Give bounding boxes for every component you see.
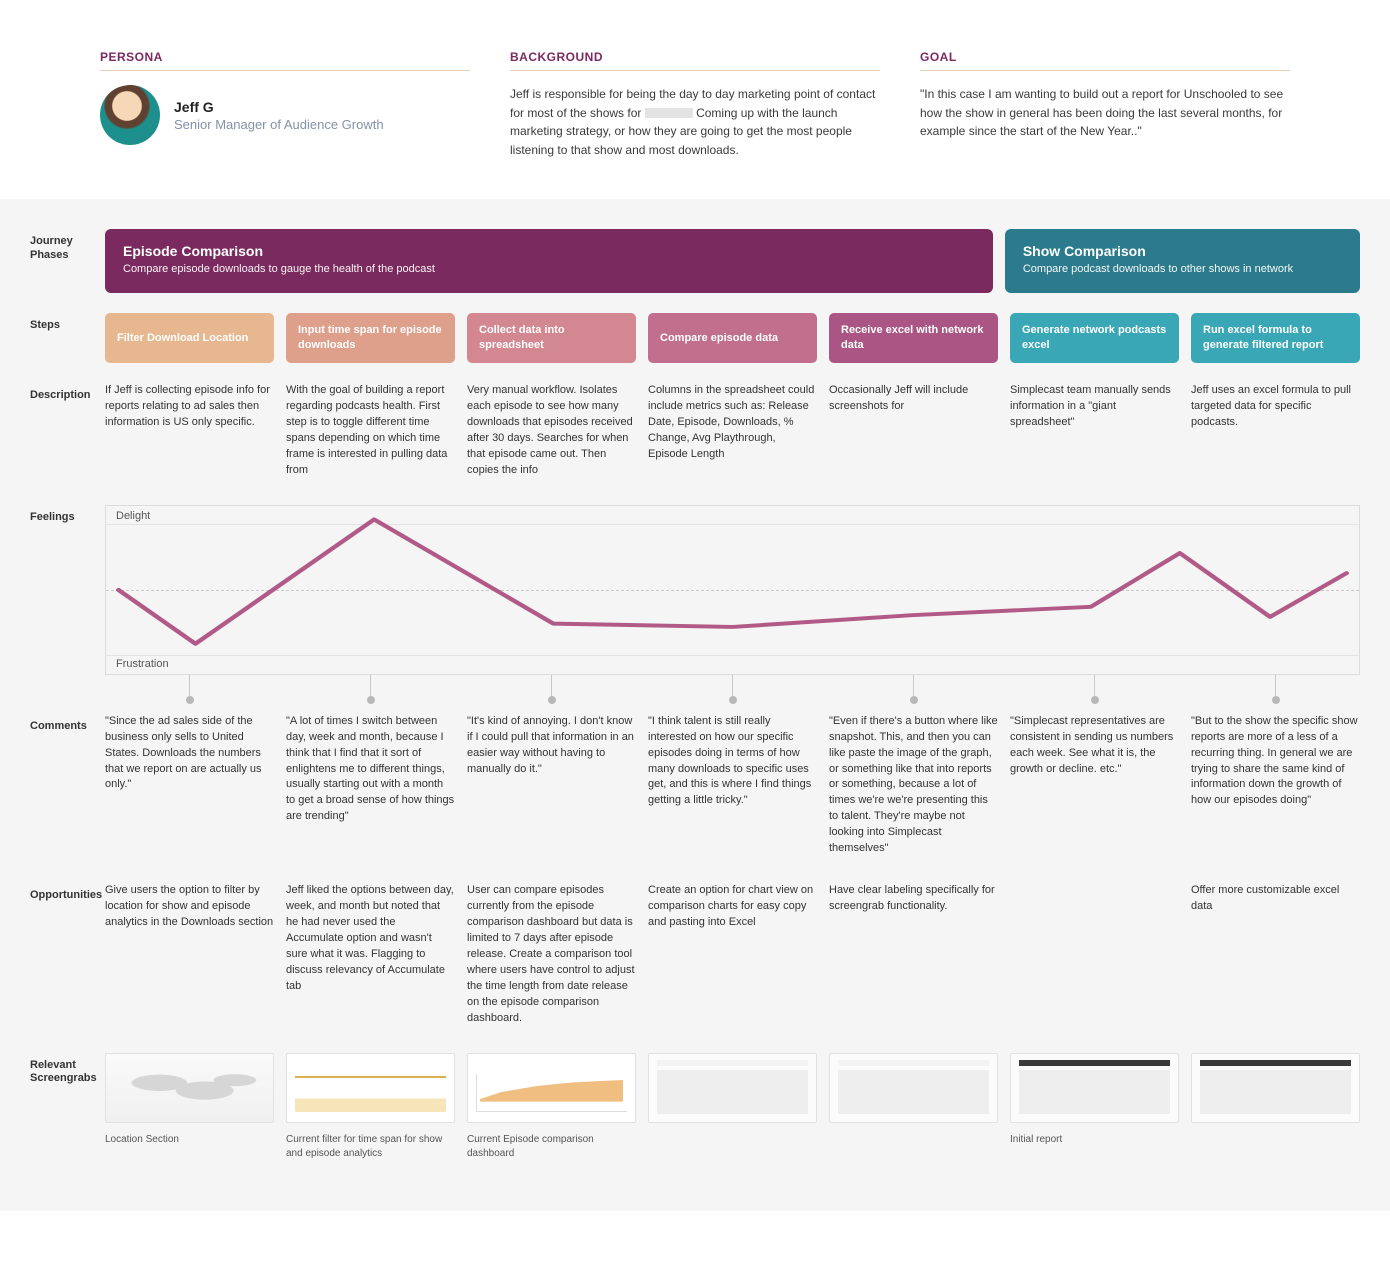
row-label-steps: Steps (30, 313, 105, 333)
divider (920, 70, 1290, 71)
screengrab-thumb-0 (105, 1053, 274, 1123)
comment-3: "I think talent is still really interest… (648, 714, 817, 857)
feelings-marker-3 (648, 674, 817, 704)
phase-episode-comparison: Episode Comparison Compare episode downl… (105, 229, 993, 293)
row-label-screengrabs: Relevant Screengrabs (30, 1053, 105, 1087)
phase-b-sub: Compare podcast downloads to other shows… (1023, 263, 1342, 275)
comment-1: "A lot of times I switch between day, we… (286, 714, 455, 857)
persona-text: Jeff G Senior Manager of Audience Growth (174, 99, 384, 132)
screengrabs-row: Location Section Current filter for time … (105, 1053, 1360, 1161)
background-text: Jeff is responsible for being the day to… (510, 85, 880, 159)
description-row: If Jeff is collecting episode info for r… (105, 383, 1360, 479)
divider (100, 70, 470, 71)
journey-canvas: Journey Phases Episode Comparison Compar… (0, 199, 1390, 1210)
screengrab-caption-2: Current Episode comparison dashboard (467, 1133, 636, 1161)
opportunity-3: Create an option for chart view on compa… (648, 883, 817, 1026)
comment-4: "Even if there's a button where like sna… (829, 714, 998, 857)
step-1: Input time span for episode downloads (286, 313, 455, 363)
persona-label: PERSONA (100, 50, 470, 64)
persona-col: PERSONA Jeff G Senior Manager of Audienc… (100, 50, 470, 159)
step-0: Filter Download Location (105, 313, 274, 363)
persona-title: Senior Manager of Audience Growth (174, 117, 384, 132)
opportunity-0: Give users the option to filter by locat… (105, 883, 274, 1026)
feelings-marker-5 (1010, 674, 1179, 704)
description-5: Simplecast team manually sends informati… (1010, 383, 1179, 479)
opportunity-1: Jeff liked the options between day, week… (286, 883, 455, 1026)
screengrab-1: Current filter for time span for show an… (286, 1053, 455, 1161)
screengrab-5: Initial report (1010, 1053, 1179, 1161)
phase-b-title: Show Comparison (1023, 243, 1342, 259)
feelings-marker-0 (105, 674, 274, 704)
step-4: Receive excel with network data (829, 313, 998, 363)
description-6: Jeff uses an excel formula to pull targe… (1191, 383, 1360, 479)
description-1: With the goal of building a report regar… (286, 383, 455, 479)
screengrab-thumb-3 (648, 1053, 817, 1123)
step-5: Generate network podcasts excel (1010, 313, 1179, 363)
comment-6: "But to the show the specific show repor… (1191, 714, 1360, 857)
screengrab-2: Current Episode comparison dashboard (467, 1053, 636, 1161)
feelings-chart: Delight Frustration (105, 505, 1360, 704)
screengrab-thumb-5 (1010, 1053, 1179, 1123)
screengrab-3 (648, 1053, 817, 1161)
phase-a-sub: Compare episode downloads to gauge the h… (123, 263, 975, 275)
feelings-marker-6 (1191, 674, 1360, 704)
feelings-marker-2 (467, 674, 636, 704)
row-label-feelings: Feelings (30, 505, 105, 525)
goal-label: GOAL (920, 50, 1290, 64)
screengrab-0: Location Section (105, 1053, 274, 1161)
description-2: Very manual workflow. Isolates each epis… (467, 383, 636, 479)
row-label-opportunities: Opportunities (30, 883, 105, 903)
opportunity-5 (1010, 883, 1179, 1026)
screengrab-caption-5: Initial report (1010, 1133, 1179, 1147)
row-label-comments: Comments (30, 714, 105, 734)
avatar (100, 85, 160, 145)
comment-5: "Simplecast representatives are consiste… (1010, 714, 1179, 857)
feelings-marker-4 (829, 674, 998, 704)
comment-2: "It's kind of annoying. I don't know if … (467, 714, 636, 857)
opportunity-4: Have clear labeling specifically for scr… (829, 883, 998, 1026)
comments-row: "Since the ad sales side of the business… (105, 714, 1360, 857)
opportunities-row: Give users the option to filter by locat… (105, 883, 1360, 1026)
screengrab-thumb-6 (1191, 1053, 1360, 1123)
feelings-line-svg (106, 506, 1359, 674)
journey-map: PERSONA Jeff G Senior Manager of Audienc… (0, 0, 1390, 1211)
description-0: If Jeff is collecting episode info for r… (105, 383, 274, 479)
phase-show-comparison: Show Comparison Compare podcast download… (1005, 229, 1360, 293)
goal-text: "In this case I am wanting to build out … (920, 85, 1290, 141)
steps-row: Filter Download LocationInput time span … (105, 313, 1360, 363)
feelings-marker-1 (286, 674, 455, 704)
step-6: Run excel formula to generate filtered r… (1191, 313, 1360, 363)
screengrab-thumb-2 (467, 1053, 636, 1123)
header: PERSONA Jeff G Senior Manager of Audienc… (0, 0, 1390, 199)
row-label-description: Description (30, 383, 105, 403)
description-4: Occasionally Jeff will include screensho… (829, 383, 998, 479)
screengrab-caption-1: Current filter for time span for show an… (286, 1133, 455, 1161)
screengrab-thumb-4 (829, 1053, 998, 1123)
description-3: Columns in the spreadsheet could include… (648, 383, 817, 479)
step-3: Compare episode data (648, 313, 817, 363)
divider (510, 70, 880, 71)
screengrab-6 (1191, 1053, 1360, 1161)
background-col: BACKGROUND Jeff is responsible for being… (510, 50, 880, 159)
screengrab-thumb-1 (286, 1053, 455, 1123)
goal-col: GOAL "In this case I am wanting to build… (920, 50, 1290, 159)
redacted-block (645, 108, 693, 118)
screengrab-4 (829, 1053, 998, 1161)
comment-0: "Since the ad sales side of the business… (105, 714, 274, 857)
screengrab-caption-0: Location Section (105, 1133, 274, 1147)
opportunity-2: User can compare episodes currently from… (467, 883, 636, 1026)
step-2: Collect data into spreadsheet (467, 313, 636, 363)
opportunity-6: Offer more customizable excel data (1191, 883, 1360, 1026)
persona-name: Jeff G (174, 99, 384, 115)
phase-a-title: Episode Comparison (123, 243, 975, 259)
background-label: BACKGROUND (510, 50, 880, 64)
row-label-phases: Journey Phases (30, 229, 105, 263)
